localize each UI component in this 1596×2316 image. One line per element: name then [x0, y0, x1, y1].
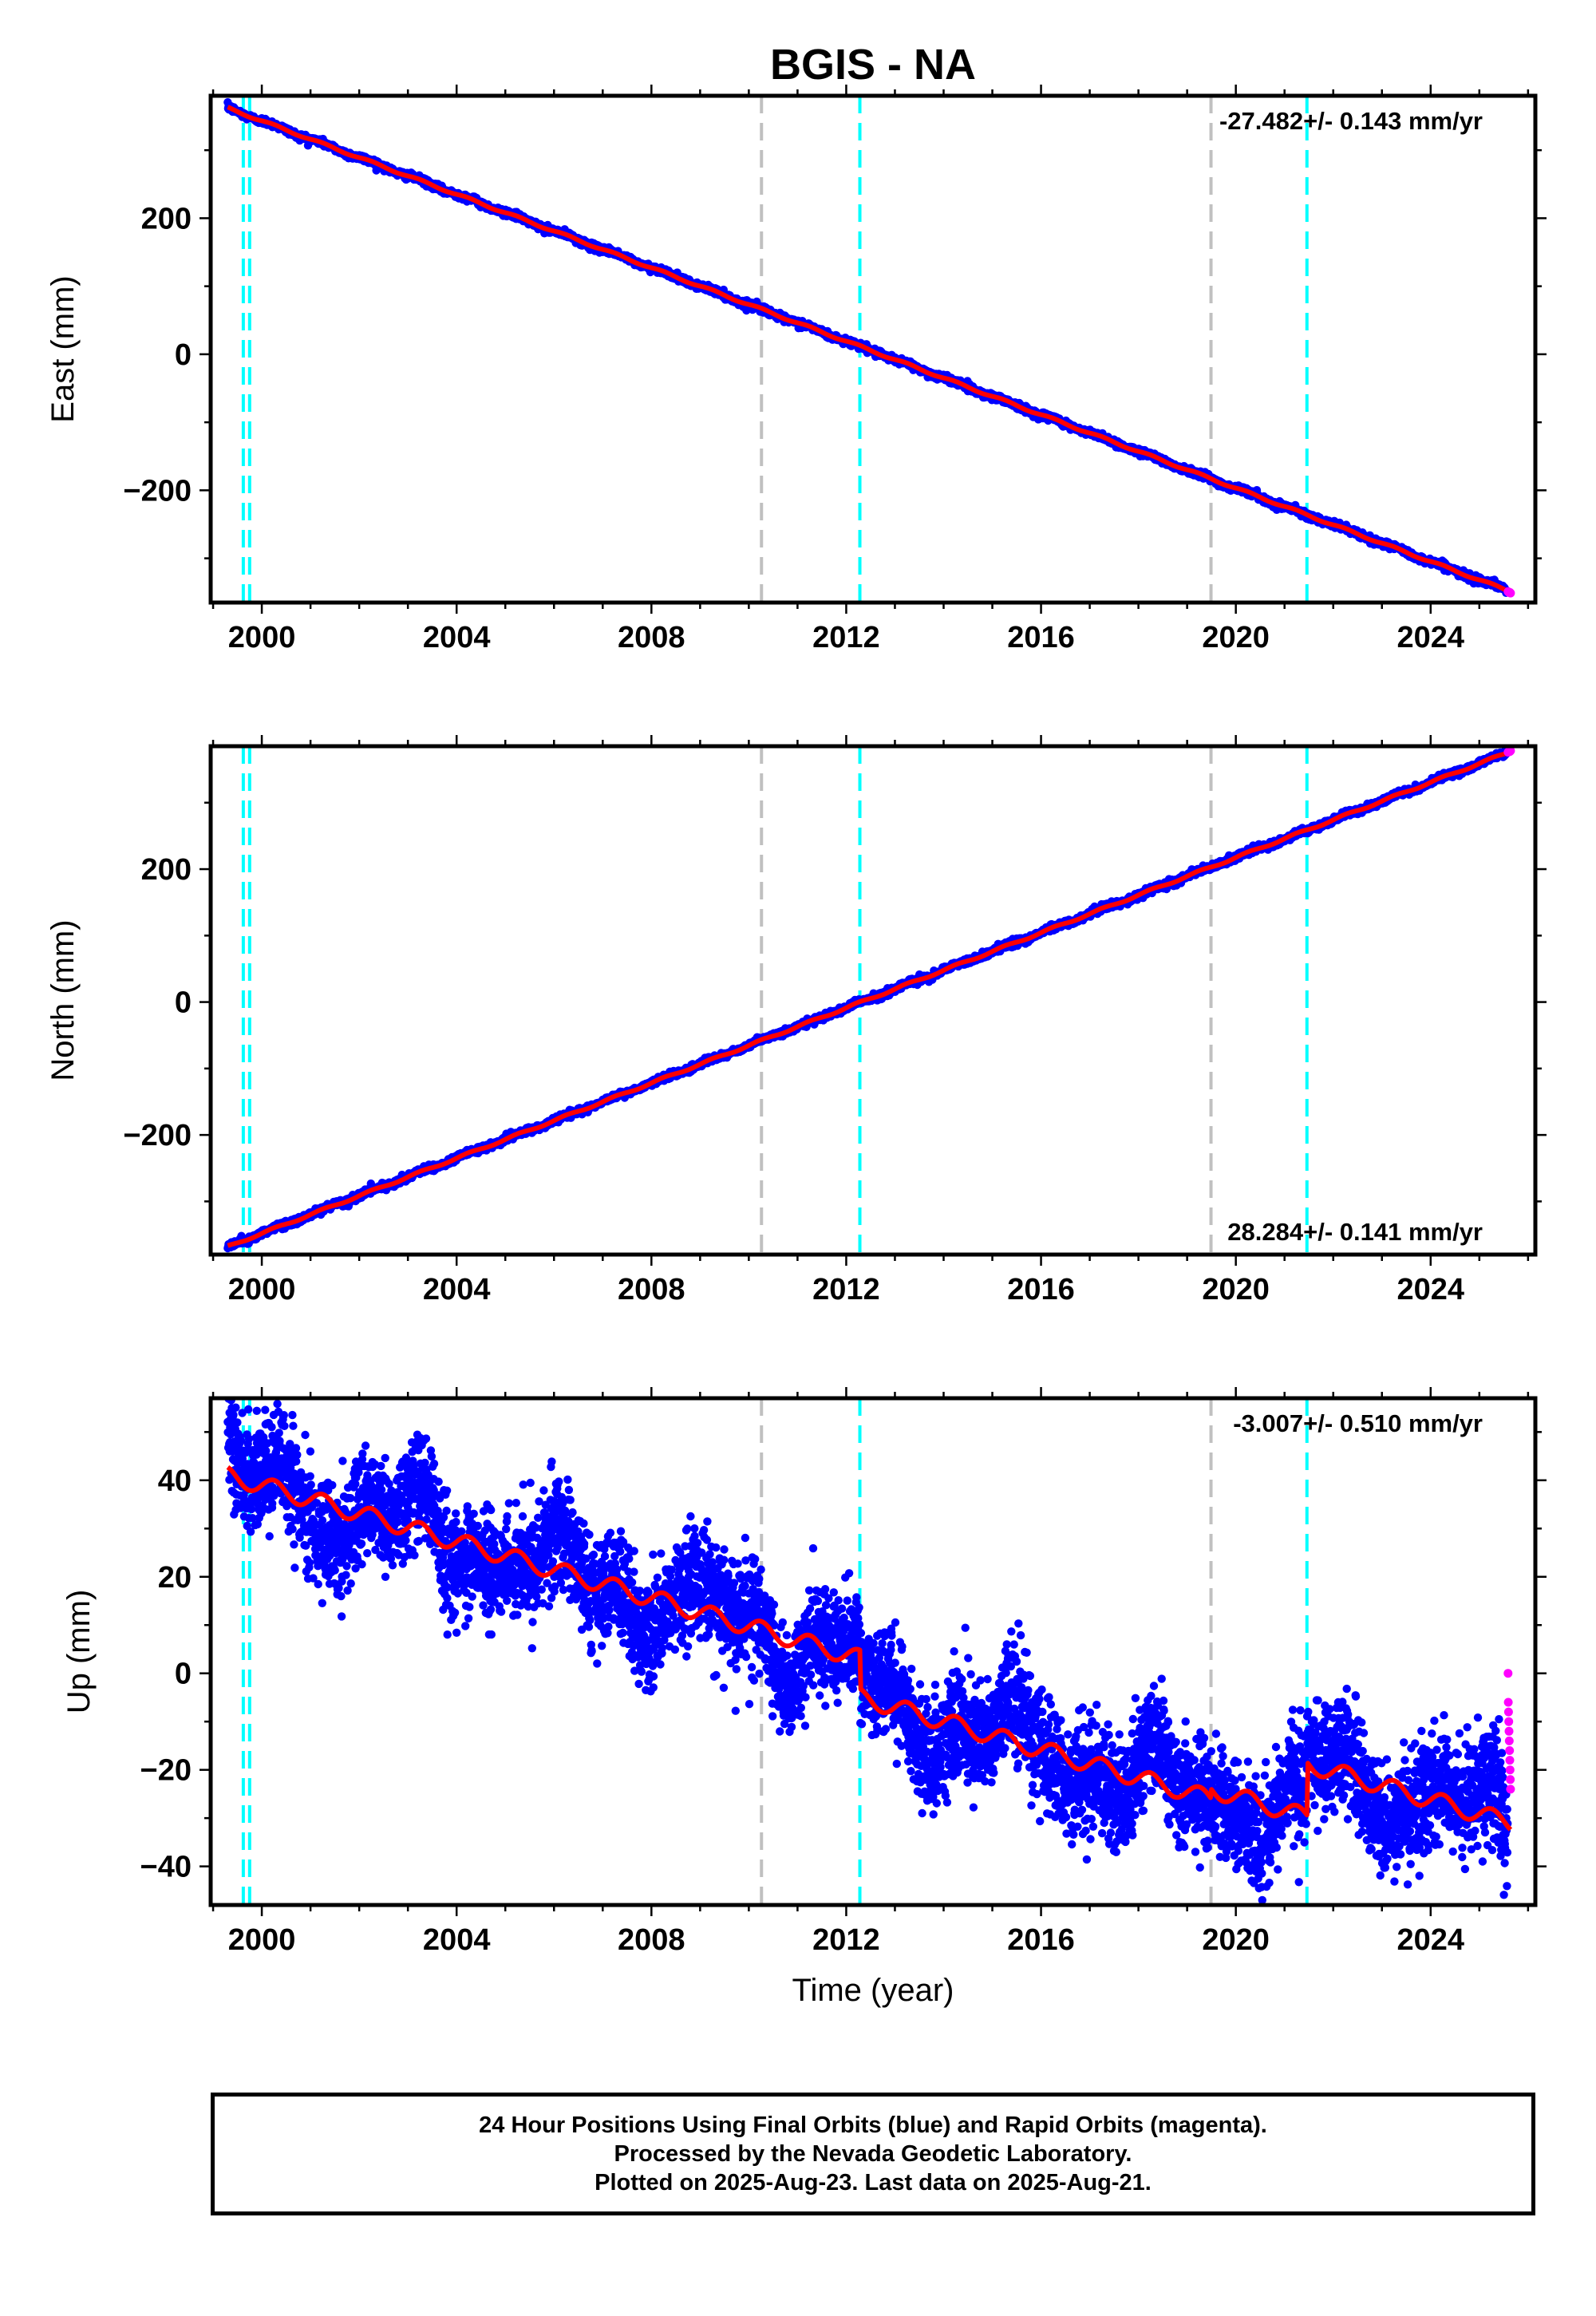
plot-area [223, 96, 1515, 603]
x-tick-label: 2024 [1397, 621, 1465, 654]
x-tick-label: 2016 [1007, 621, 1075, 654]
y-axis-ticks [200, 148, 1547, 559]
x-tick-label: 2012 [812, 621, 880, 654]
north-panel: 2000 2004 2008 2012 2016 2020 2024−2000200Nort… [45, 735, 1547, 1306]
east-panel: 2000 2004 2008 2012 2016 2020 2024 −200 0 200 East… [45, 85, 1547, 654]
y-tick-label: 0 [175, 338, 192, 372]
plot-area [223, 746, 1515, 1255]
y-tick-label: −200 [123, 474, 192, 508]
panel-frame [208, 93, 1538, 605]
chart-title: BGIS - NA [770, 41, 976, 89]
x-axis-ticks [211, 85, 1530, 614]
rapid-orbit-points [1503, 587, 1515, 598]
x-tick-label: 2008 [618, 621, 685, 654]
model-fit-line [226, 105, 1512, 595]
rate-annotation: -27.482+/- 0.143 mm/yr [1219, 107, 1483, 135]
x-tick-label: 2020 [1202, 621, 1270, 654]
x-tick-label: 2000 [228, 621, 296, 654]
x-tick-label: 2004 [423, 621, 491, 654]
y-tick-label: 200 [141, 202, 192, 235]
rapid-orbit-point [1506, 588, 1515, 598]
y-axis-label: East (mm) [45, 275, 81, 422]
